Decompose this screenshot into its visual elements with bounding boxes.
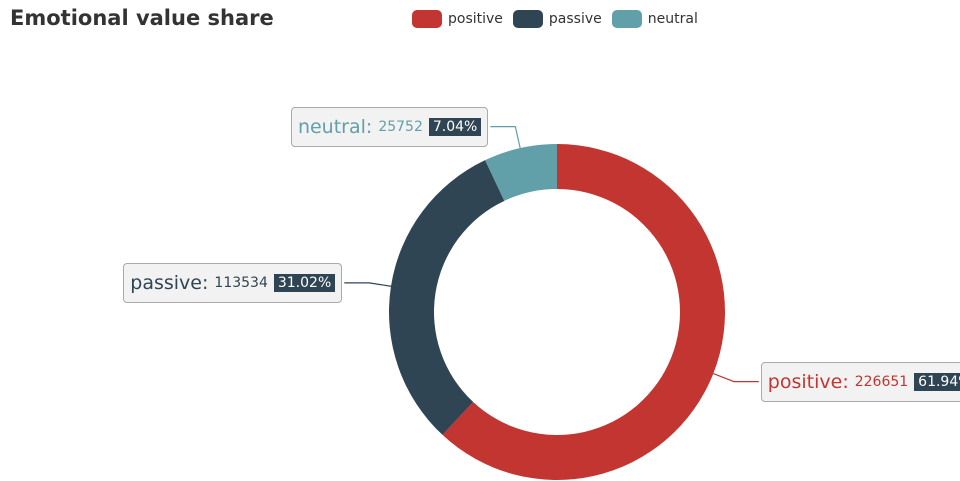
leader-line [490,126,521,149]
legend-swatch [512,10,543,28]
label-value: 226651 [854,373,909,390]
label-percent: 61.94% [914,372,960,391]
chart-title: Emotional value share [10,6,274,30]
label-separator: : [842,370,849,393]
slice [389,160,505,435]
label-separator: : [202,271,209,294]
label-separator: : [365,115,373,138]
label-name: neutral: [298,116,372,138]
legend-label: neutral [647,11,698,27]
label-percent: 7.04% [428,117,482,136]
data-label: passive: 113534 31.02% [123,262,343,303]
leader-line [713,372,759,383]
label-name: passive: [130,272,208,294]
legend-item: positive [412,10,503,28]
legend-swatch [412,10,442,28]
legend: positive passive neutral [412,10,698,28]
legend-swatch [611,10,642,28]
legend-label: positive [448,11,503,27]
slice [442,144,725,480]
label-percent: 31.02% [273,273,336,292]
label-category: neutral [297,115,366,138]
data-label: neutral: 25752 7.04% [290,106,489,147]
label-value: 113534 [214,274,268,291]
leader-line [344,282,392,287]
legend-item: neutral [611,10,698,28]
label-category: passive [130,271,202,294]
slice [485,144,557,201]
label-name: positive: [768,371,849,393]
label-value: 25752 [378,118,423,135]
legend-item: passive [512,10,602,28]
label-category: positive [767,370,843,393]
legend-label: passive [548,11,602,27]
